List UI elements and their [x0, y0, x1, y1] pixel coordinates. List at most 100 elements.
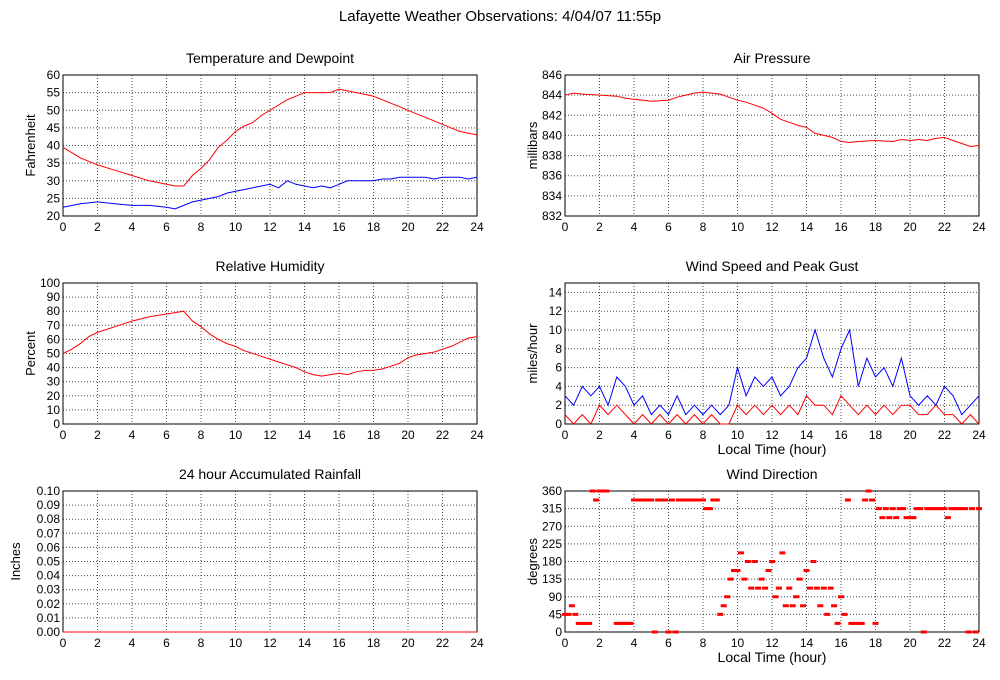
x-tick-label: 0: [60, 636, 67, 650]
y-tick-label: 6: [555, 361, 562, 375]
data-point: [689, 498, 696, 502]
data-point: [789, 604, 796, 608]
data-point: [848, 621, 855, 625]
y-tick-label: 100: [40, 276, 60, 290]
data-point: [834, 621, 841, 625]
data-point: [948, 507, 955, 511]
x-tick-label: 8: [198, 220, 205, 234]
y-tick-label: 80: [47, 304, 61, 318]
y-tick-label: 0.10: [37, 484, 61, 498]
y-tick-label: 10: [47, 403, 61, 417]
plot-frame: [564, 282, 980, 425]
x-tick-label: 14: [800, 428, 814, 442]
x-tick-label: 24: [470, 220, 484, 234]
data-point: [855, 621, 862, 625]
data-point: [972, 630, 979, 634]
data-point: [969, 507, 976, 511]
x-tick-label: 8: [198, 636, 205, 650]
data-point: [796, 577, 803, 581]
x-tick-label: 2: [94, 220, 101, 234]
y-tick-label: 0.04: [37, 569, 61, 583]
x-tick-label: 20: [401, 428, 415, 442]
y-axis-label: millibars: [525, 121, 540, 169]
x-tick-label: 0: [60, 428, 67, 442]
x-tick-label: 18: [367, 428, 381, 442]
data-point: [620, 621, 627, 625]
x-tick-label: 8: [700, 220, 707, 234]
x-tick-label: 10: [229, 636, 243, 650]
x-tick-label: 0: [562, 428, 569, 442]
y-tick-label: 50: [47, 103, 61, 117]
data-point: [813, 586, 820, 590]
data-point: [758, 577, 765, 581]
page-title: Lafayette Weather Observations: 4/04/07 …: [338, 8, 662, 25]
data-point: [700, 498, 706, 502]
x-tick-label: 22: [436, 636, 450, 650]
data-point: [938, 507, 945, 511]
y-tick-label: 30: [47, 174, 61, 188]
y-tick-label: 20: [47, 209, 61, 223]
x-tick-label: 8: [700, 428, 707, 442]
data-point: [637, 498, 644, 502]
plot-frame: [564, 490, 980, 633]
data-point: [862, 498, 869, 502]
x-tick-label: 4: [631, 636, 638, 650]
x-tick-label: 22: [938, 220, 952, 234]
data-point: [924, 507, 931, 511]
x-tick-label: 24: [972, 636, 986, 650]
y-tick-label: 0.07: [37, 526, 61, 540]
x-tick-label: 18: [869, 220, 883, 234]
y-axis-label: miles/hour: [525, 323, 540, 384]
y-tick-label: 60: [47, 68, 61, 82]
chart-title: Air Pressure: [733, 50, 810, 66]
data-point: [893, 516, 900, 520]
x-tick-label: 0: [562, 220, 569, 234]
data-point: [931, 507, 938, 511]
data-point: [741, 577, 748, 581]
data-point: [693, 498, 700, 502]
data-point: [658, 498, 665, 502]
data-point: [851, 621, 858, 625]
y-tick-label: 842: [542, 108, 562, 122]
chart-title: 24 hour Accumulated Rainfall: [179, 466, 361, 482]
data-point: [976, 507, 982, 511]
data-point: [886, 516, 893, 520]
data-point: [962, 507, 969, 511]
x-tick-label: 20: [903, 428, 917, 442]
data-point: [772, 595, 779, 599]
data-point: [682, 498, 689, 502]
data-point: [900, 507, 907, 511]
x-tick-label: 22: [436, 428, 450, 442]
x-tick-label: 18: [367, 636, 381, 650]
x-tick-label: 14: [298, 220, 312, 234]
y-tick-label: 2: [555, 398, 562, 412]
y-tick-label: 225: [542, 537, 562, 551]
y-tick-label: 40: [47, 361, 61, 375]
data-point: [827, 586, 834, 590]
x-tick-label: 2: [596, 220, 603, 234]
x-tick-label: 2: [94, 636, 101, 650]
x-tick-label: 14: [298, 428, 312, 442]
data-point: [958, 507, 965, 511]
data-point: [941, 507, 948, 511]
x-tick-label: 22: [938, 636, 952, 650]
x-tick-label: 18: [869, 428, 883, 442]
x-tick-label: 24: [470, 636, 484, 650]
data-point: [731, 569, 738, 573]
y-tick-label: 25: [47, 191, 61, 205]
x-tick-label: 6: [163, 636, 170, 650]
x-tick-label: 22: [938, 428, 952, 442]
data-point: [665, 630, 672, 634]
x-tick-label: 20: [903, 220, 917, 234]
data-point: [806, 586, 813, 590]
y-axis-label: Inches: [8, 542, 23, 581]
data-point: [889, 507, 896, 511]
x-tick-label: 14: [800, 220, 814, 234]
y-tick-label: 846: [542, 68, 562, 82]
x-tick-label: 4: [631, 220, 638, 234]
data-point: [586, 621, 593, 625]
y-tick-label: 0: [53, 417, 60, 431]
data-point: [565, 612, 572, 616]
